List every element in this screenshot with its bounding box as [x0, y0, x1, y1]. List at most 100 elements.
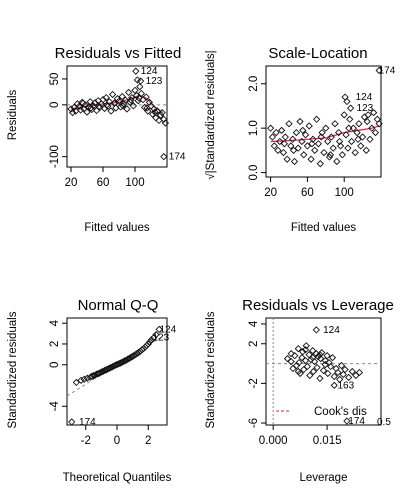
data-point [76, 106, 85, 114]
data-point [291, 352, 299, 360]
data-point [331, 120, 339, 128]
data-point [97, 368, 106, 376]
y-tick-label: 0 [49, 102, 61, 108]
data-point [362, 146, 370, 154]
data-point [330, 372, 338, 381]
y-tick-label: 2 [49, 341, 61, 347]
x-tick-label: 2 [145, 435, 151, 447]
data-point [327, 362, 335, 371]
data-point [89, 372, 98, 380]
data-point [119, 357, 127, 366]
data-point [347, 104, 355, 112]
data-point [357, 142, 365, 150]
data-point [303, 362, 311, 371]
data-point [118, 92, 126, 101]
data-point [316, 354, 325, 363]
data-point [341, 93, 349, 101]
data-point [371, 128, 380, 137]
data-point [375, 120, 383, 128]
x-axis-label: Fitted values [291, 222, 356, 234]
data-point [344, 144, 352, 152]
x-tick-label: 0.015 [313, 435, 342, 447]
y-tick-label: 4 [49, 319, 61, 326]
data-point [296, 369, 304, 378]
data-point [100, 104, 109, 113]
panel-rvl: Residuals vs Leverage Leverage Standardize… [205, 297, 394, 484]
point-label: 174 [348, 416, 365, 427]
data-point [309, 367, 318, 376]
data-point [298, 137, 306, 146]
data-point [135, 94, 143, 102]
data-point [353, 128, 361, 137]
y-tick-label: 2 [248, 341, 260, 347]
y-axis-label: Residuals [7, 90, 19, 141]
x-tick-label: 60 [97, 177, 110, 189]
panel-title: Scale-Location [268, 45, 367, 62]
data-point [289, 146, 298, 154]
data-point [334, 368, 342, 377]
data-point [292, 128, 300, 137]
y-axis-label: Standardized residuals [7, 311, 19, 428]
data-point [321, 360, 329, 369]
data-point [88, 372, 96, 380]
data-point [136, 83, 144, 91]
x-tick-label: 100 [335, 187, 354, 199]
data-point [80, 375, 88, 383]
data-point [103, 365, 112, 373]
data-point [145, 98, 154, 106]
data-point [102, 93, 110, 102]
data-point [323, 352, 331, 360]
data-point [121, 357, 129, 365]
data-point [343, 417, 351, 425]
data-point [307, 155, 315, 163]
point-label: 124 [141, 66, 158, 77]
data-point [102, 366, 110, 374]
data-point [127, 353, 135, 361]
data-point [128, 93, 136, 102]
data-point [316, 160, 324, 168]
data-point [77, 376, 85, 384]
data-point [270, 142, 278, 150]
y-tick-label: 0 [49, 362, 61, 368]
data-point [322, 124, 330, 132]
x-tick-label: 0.000 [259, 435, 288, 447]
data-point [118, 358, 126, 367]
data-point [299, 348, 307, 356]
point-label: 174 [169, 152, 186, 163]
plot-frame [265, 65, 382, 178]
data-point [137, 89, 146, 98]
data-point [324, 137, 332, 146]
data-point [75, 102, 83, 111]
data-point [95, 102, 103, 111]
data-point [308, 140, 316, 148]
x-tick-label: 20 [65, 177, 78, 189]
data-point [294, 367, 302, 376]
data-point [123, 105, 131, 113]
x-tick-label: 100 [125, 177, 144, 189]
data-point [348, 367, 356, 376]
data-point [83, 374, 91, 382]
data-point [342, 131, 350, 139]
y-tick-label: 0.0 [248, 165, 260, 181]
point-label: 124 [323, 325, 340, 336]
data-point [354, 135, 362, 143]
panel-rvf: Residuals vs Fitted Fitted values Residual… [7, 45, 186, 234]
data-point [351, 148, 359, 157]
data-point [107, 107, 115, 115]
point-label: 124 [160, 324, 177, 335]
data-point [313, 363, 321, 372]
data-point [110, 362, 118, 370]
y-axis-label: Standardized residuals [205, 311, 217, 428]
data-point [100, 366, 109, 375]
data-point [295, 358, 303, 367]
data-point [302, 342, 310, 350]
data-point [158, 108, 166, 117]
data-point [349, 124, 358, 132]
data-point [91, 99, 99, 107]
data-point [329, 144, 337, 152]
data-point [299, 126, 307, 135]
data-point [373, 115, 381, 123]
data-point [375, 66, 383, 75]
data-point [333, 157, 341, 166]
data-point [355, 368, 364, 377]
